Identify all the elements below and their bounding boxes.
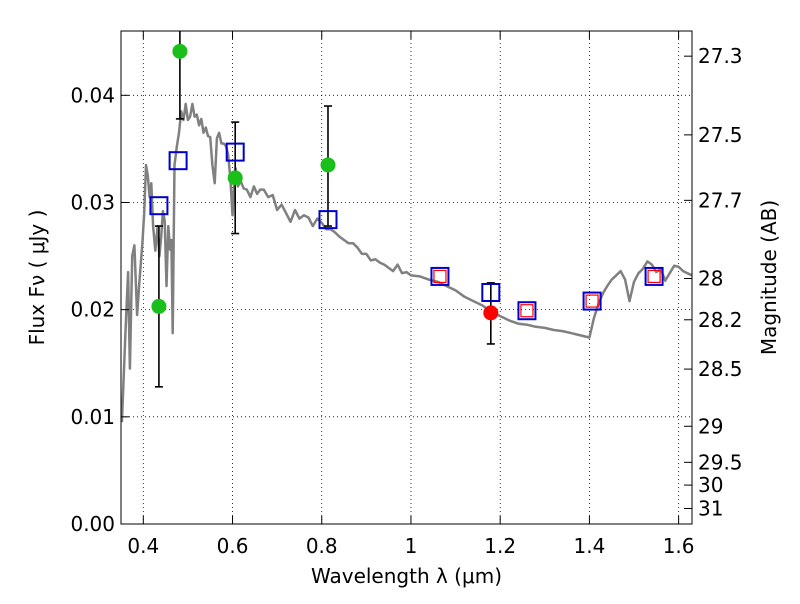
x-tick-label: 0.6 — [217, 534, 249, 558]
right-tick-label: 27.5 — [698, 123, 743, 147]
photometry-point — [151, 298, 167, 314]
x-tick-label: 1.2 — [484, 534, 516, 558]
right-tick-label: 31 — [698, 497, 723, 521]
model-flux-marker — [481, 283, 501, 303]
photometry-point — [320, 157, 336, 173]
y-tick-label: 0.03 — [70, 190, 115, 214]
right-tick-label: 27.7 — [698, 188, 743, 212]
model-flux-marker — [430, 266, 450, 286]
x-tick-label: 0.8 — [306, 534, 338, 558]
y-tick-label: 0.01 — [70, 405, 115, 429]
model-flux-marker-inner — [585, 294, 599, 308]
right-tick-label: 28 — [698, 266, 723, 290]
x-tick-label: 1.4 — [573, 534, 605, 558]
model-flux-marker-inner — [647, 269, 661, 284]
model-flux-marker — [318, 210, 338, 230]
y-tick-label: 0.02 — [70, 298, 115, 322]
model-flux-marker — [644, 266, 664, 286]
photometry-point — [172, 43, 188, 59]
template-spectrum-line — [120, 102, 693, 423]
right-tick-label: 27.3 — [698, 44, 743, 68]
x-axis-label: Wavelength λ (μm) — [311, 564, 502, 588]
y-axis-label: Flux Fν ( μJy ) — [25, 210, 49, 346]
model-flux-marker — [168, 151, 188, 171]
right-tick-label: 28.5 — [698, 357, 743, 381]
y-tick-label: 0.00 — [70, 512, 115, 536]
grid-lines — [121, 31, 692, 525]
data-series — [120, 31, 693, 423]
photometry-point — [227, 170, 243, 186]
model-flux-marker-inner — [433, 269, 447, 284]
x-tick-label: 1 — [405, 534, 418, 558]
photometry-point — [483, 305, 499, 321]
x-tick-label: 1.6 — [663, 534, 695, 558]
x-tick-label: 0.4 — [127, 534, 159, 558]
y-tick-label: 0.04 — [70, 83, 115, 107]
axis-ticks: 0.4 0.6 0.8 1 1.2 1.4 1.6 0.00 0.01 0.02 0.03 0.04 2… — [70, 31, 743, 558]
model-flux-marker — [149, 196, 169, 216]
model-flux-marker — [582, 291, 602, 311]
model-flux-marker — [225, 142, 245, 162]
right-tick-label: 29.5 — [698, 450, 743, 474]
right-tick-label: 29 — [698, 414, 723, 438]
plot-frame — [120, 30, 693, 525]
model-flux-marker — [517, 301, 537, 321]
right-tick-label: 30 — [698, 473, 723, 497]
right-axis-label: Magnitude (AB) — [757, 200, 781, 355]
right-tick-label: 28.2 — [698, 308, 743, 332]
model-flux-marker-inner — [520, 304, 534, 318]
